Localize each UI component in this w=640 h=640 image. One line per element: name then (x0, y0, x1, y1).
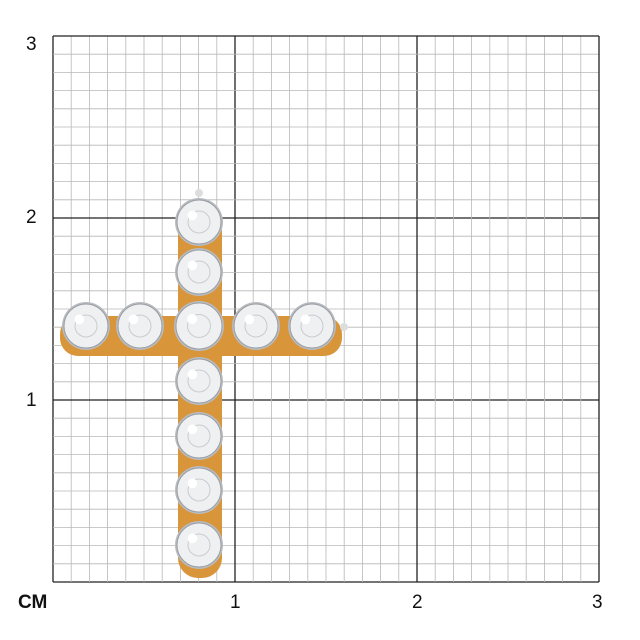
diamond-highlight (187, 314, 198, 325)
diamond-stone (117, 303, 163, 349)
unit-label: СМ (18, 592, 48, 613)
diamond-highlight (187, 478, 198, 489)
diamond-facet (187, 533, 211, 557)
diamond-facet (74, 314, 98, 338)
prong (195, 189, 203, 197)
diamond-highlight (128, 314, 139, 325)
diamond-stone (176, 358, 222, 404)
diamond-highlight (244, 314, 255, 325)
diamond-highlight (187, 369, 198, 380)
diamond-stone (176, 413, 222, 459)
diamond-facet (128, 314, 152, 338)
diamond-facet (187, 478, 211, 502)
prong (340, 323, 348, 331)
diamond-stone (176, 522, 222, 568)
diamond-stone (175, 302, 223, 350)
x-label-3: 3 (592, 592, 603, 613)
diamond-highlight (300, 314, 311, 325)
diamond-highlight (187, 533, 198, 544)
diamond-highlight (74, 314, 85, 325)
diamond-facet (300, 314, 324, 338)
diamond-facet (187, 424, 211, 448)
diamond-highlight (187, 260, 198, 271)
diamond-facet (187, 260, 211, 284)
diamond-facet (187, 210, 211, 234)
y-label-1: 1 (26, 390, 37, 411)
y-label-2: 2 (26, 207, 37, 228)
diamond-facet (187, 369, 211, 393)
diamond-stone (233, 303, 279, 349)
diamond-facet (244, 314, 268, 338)
diamond-stone (176, 467, 222, 513)
x-label-1: 1 (230, 592, 241, 613)
diamond-stone (176, 249, 222, 295)
x-label-2: 2 (412, 592, 423, 613)
diamond-highlight (187, 210, 198, 221)
diamond-stone (176, 199, 222, 245)
diamond-stone (63, 303, 109, 349)
diamond-highlight (187, 424, 198, 435)
diamond-facet (187, 314, 211, 338)
diamond-stone (289, 303, 335, 349)
y-label-3: 3 (26, 34, 37, 55)
